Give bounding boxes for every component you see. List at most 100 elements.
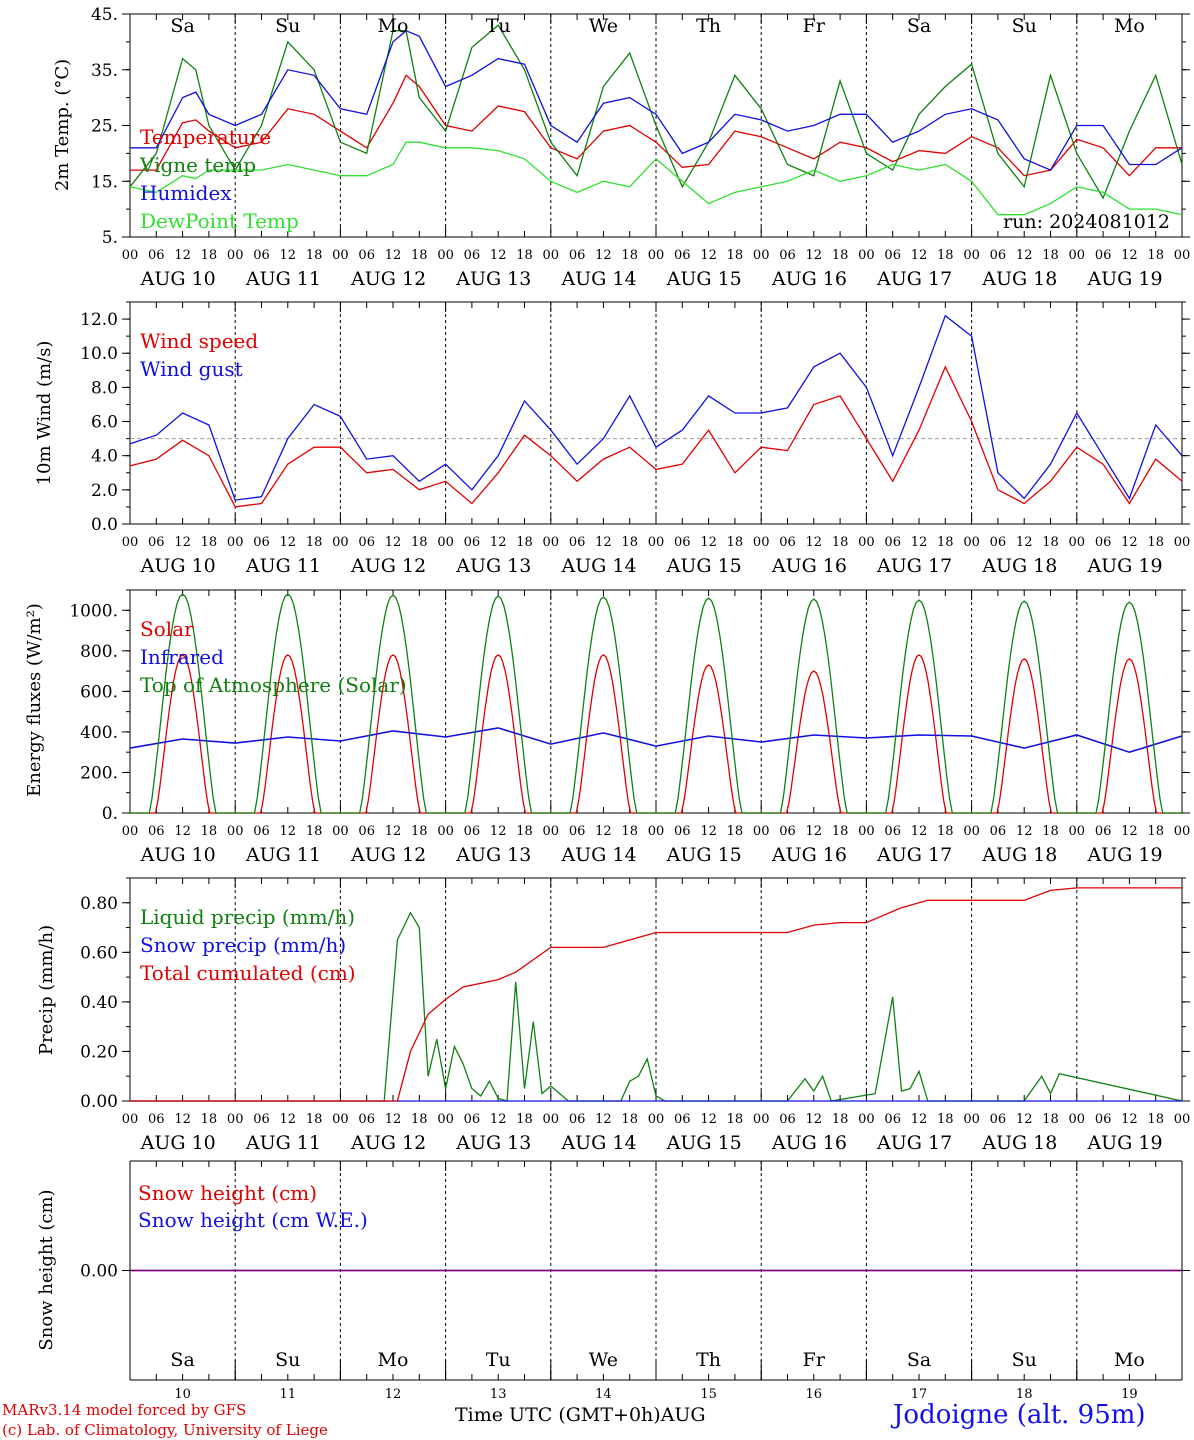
hour-tick-label: 12 [385,248,402,263]
hour-tick-label: 00 [1069,535,1086,550]
hour-tick-label: 06 [674,535,691,550]
day-label: AUG 14 [560,268,636,290]
hour-tick-label: 06 [148,535,165,550]
hour-tick-label: 18 [306,535,323,550]
y-tick-label: 25. [91,117,118,137]
hour-tick-label: 12 [911,248,928,263]
series-line-wind-speed [129,365,1183,508]
hour-tick-label: 06 [358,1112,375,1127]
hour-tick-label: 00 [858,248,875,263]
hour-tick-label: 06 [358,824,375,839]
hour-tick-label: 18 [1147,824,1164,839]
y-tick-label: 12.0 [80,310,118,330]
hour-tick-label: 06 [464,1112,481,1127]
hour-tick-label: 06 [884,824,901,839]
hour-tick-label: 00 [437,248,454,263]
hour-tick-label: 06 [148,824,165,839]
hour-tick-label: 00 [543,824,560,839]
weekday-label: Mo [378,1349,409,1371]
series-line-top-of-atmosphere-solar- [130,593,1182,814]
hour-tick-label: 18 [832,535,849,550]
hour-tick-label: 12 [595,824,612,839]
hour-tick-label: 12 [700,824,717,839]
date-number: 10 [174,1387,191,1402]
hour-tick-label: 00 [1174,248,1191,263]
hour-tick-label: 00 [227,824,244,839]
weekday-label: Sa [170,1349,194,1371]
hour-tick-label: 18 [937,248,954,263]
hour-tick-label: 18 [727,824,744,839]
legend-entry: Humidex [140,181,232,205]
hour-tick-label: 06 [990,535,1007,550]
weekday-label: Su [1012,1349,1037,1371]
y-tick-label: 400. [80,723,118,743]
hour-tick-label: 00 [437,535,454,550]
hour-tick-label: 18 [727,248,744,263]
day-label: AUG 10 [140,844,216,866]
series-line-infrared [129,727,1183,754]
hour-tick-label: 06 [884,1112,901,1127]
weekday-label: We [589,1349,618,1371]
day-label: AUG 16 [771,844,847,866]
day-label: AUG 17 [876,1132,952,1154]
hour-tick-label: 06 [1095,1112,1112,1127]
hour-tick-label: 00 [648,535,665,550]
y-tick-label: 4.0 [91,447,118,467]
hour-tick-label: 06 [779,1112,796,1127]
date-number: 11 [280,1387,297,1402]
hour-tick-label: 06 [148,1112,165,1127]
weekday-label: Su [275,1349,300,1371]
hour-tick-label: 18 [1147,248,1164,263]
y-tick-label: 0.00 [80,1092,118,1112]
weekday-label: Fr [803,1349,826,1371]
hour-tick-label: 12 [490,248,507,263]
hour-tick-label: 12 [595,248,612,263]
hour-tick-label: 12 [1121,824,1138,839]
hour-tick-label: 12 [385,824,402,839]
hour-tick-label: 00 [648,1112,665,1127]
legend-entry: DewPoint Temp [140,209,299,233]
hour-tick-label: 00 [543,1112,560,1127]
hour-tick-label: 12 [806,1112,823,1127]
hour-tick-label: 12 [174,1112,191,1127]
day-label: AUG 12 [350,844,426,866]
weekday-label: Su [275,15,300,37]
day-label: AUG 17 [876,268,952,290]
day-label: AUG 19 [1086,1132,1162,1154]
hour-tick-label: 00 [858,1112,875,1127]
day-label: AUG 13 [455,844,531,866]
legend-entry: Infrared [140,645,224,669]
hour-tick-label: 12 [595,535,612,550]
hour-tick-label: 12 [911,1112,928,1127]
series-line-dewpoint-temp [129,141,1183,216]
hour-tick-label: 06 [884,535,901,550]
day-label: AUG 15 [666,1132,742,1154]
hour-tick-label: 12 [174,824,191,839]
day-label: AUG 16 [771,268,847,290]
legend-entry: Temperature [140,125,271,149]
y-tick-label: 5. [102,228,118,248]
date-number: 19 [1121,1387,1138,1402]
y-axis-label: 2m Temp. (°C) [52,59,73,191]
run-label: run: 2024081012 [1003,211,1170,233]
y-tick-label: 800. [80,642,118,662]
legend-entry: Vigne temp [139,153,256,177]
day-label: AUG 19 [1086,555,1162,577]
hour-tick-label: 12 [1016,248,1033,263]
hour-tick-label: 00 [963,824,980,839]
hour-tick-label: 18 [727,535,744,550]
day-label: AUG 18 [981,268,1057,290]
hour-tick-label: 00 [1174,1112,1191,1127]
hour-tick-label: 18 [306,248,323,263]
legend-entry: Snow height (cm) [138,1181,317,1205]
hour-tick-label: 18 [1147,535,1164,550]
weekday-label: Fr [803,15,826,37]
hour-tick-label: 00 [1069,824,1086,839]
hour-tick-label: 06 [884,248,901,263]
hour-tick-label: 06 [674,1112,691,1127]
weekday-label: Su [1012,15,1037,37]
hour-tick-label: 12 [280,1112,297,1127]
date-number: 16 [806,1387,823,1402]
hour-tick-label: 18 [201,535,218,550]
day-label: AUG 14 [560,844,636,866]
